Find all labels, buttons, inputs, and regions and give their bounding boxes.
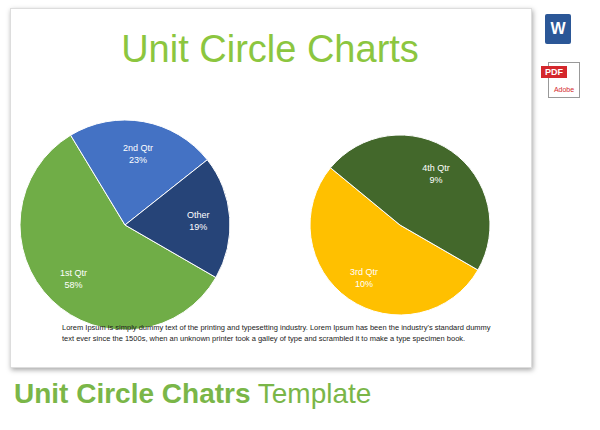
html-text:W: W [550, 20, 566, 37]
svg-text:1st Qtr58%: 1st Qtr58% [60, 268, 87, 290]
svg-text:3rd Qtr10%: 3rd Qtr10% [350, 267, 378, 289]
html-text:PDF: PDF [545, 67, 563, 77]
html-text:Lorem Ipsum is simply dummy te: Lorem Ipsum is simply dummy text of the … [62, 323, 491, 343]
html-text:Unit Circle Charts: Unit Circle Charts [121, 28, 419, 70]
svg-text:Other19%: Other19% [187, 210, 210, 232]
html-text:Adobe: Adobe [553, 86, 575, 93]
svg-text:4th Qtr9%: 4th Qtr9% [422, 163, 450, 185]
svg-text:2nd Qtr23%: 2nd Qtr23% [123, 143, 153, 165]
html-text:Unit Circle Chatrs Template: Unit Circle Chatrs Template [14, 378, 372, 409]
